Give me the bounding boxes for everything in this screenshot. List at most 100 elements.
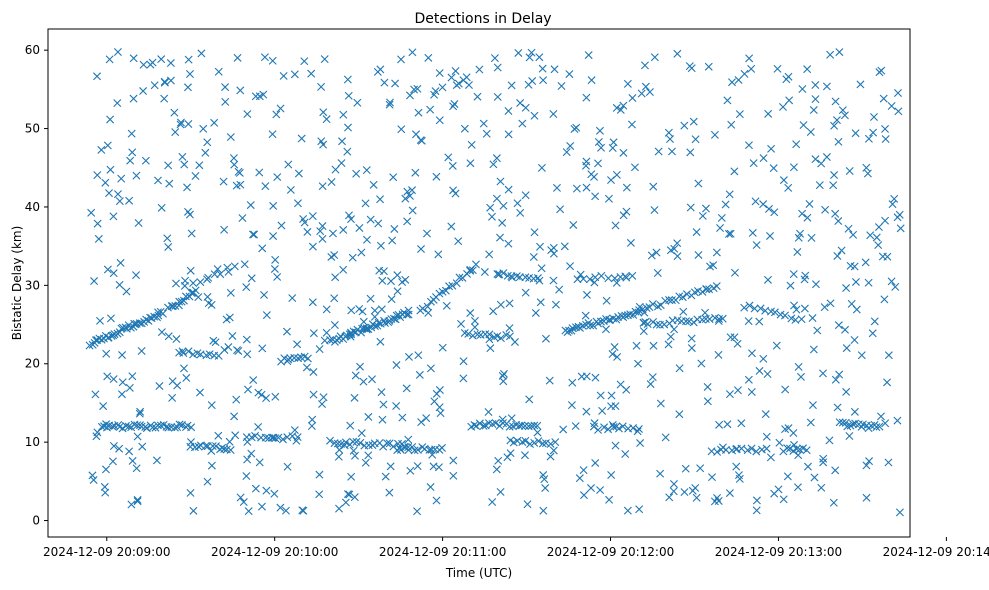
data-point: [224, 343, 233, 352]
data-point: [315, 345, 324, 354]
data-point: [809, 345, 818, 354]
data-point: [535, 53, 544, 62]
data-point: [146, 60, 155, 69]
data-point: [422, 229, 431, 238]
data-point: [531, 308, 540, 317]
data-point: [764, 204, 773, 213]
data-point: [125, 447, 134, 456]
data-point: [856, 80, 865, 89]
data-point: [844, 224, 853, 233]
data-point: [618, 422, 627, 431]
data-point: [703, 397, 712, 406]
data-point: [386, 277, 395, 286]
data-point: [255, 92, 264, 101]
data-point: [830, 171, 839, 180]
data-point: [818, 369, 827, 378]
data-point: [471, 260, 480, 269]
data-point: [244, 507, 253, 516]
data-point: [673, 252, 682, 261]
data-point: [492, 465, 501, 474]
data-point: [133, 432, 142, 441]
data-point: [639, 327, 648, 336]
data-point: [210, 118, 219, 127]
data-point: [484, 408, 493, 416]
data-point: [864, 278, 873, 287]
data-point: [817, 483, 826, 492]
data-point: [348, 253, 357, 262]
data-point: [302, 363, 311, 372]
data-point: [881, 216, 890, 225]
data-point: [801, 271, 810, 280]
data-point: [307, 422, 316, 430]
data-point: [610, 343, 619, 352]
data-point: [242, 335, 251, 344]
data-point: [600, 423, 609, 432]
data-point: [300, 218, 309, 227]
y-tick-label: 0: [32, 514, 40, 528]
x-tick-label: 2024-12-09 20:14:00: [883, 545, 989, 559]
data-point: [434, 250, 443, 259]
x-tick-label: 2024-12-09 20:12:00: [547, 545, 674, 559]
data-point: [559, 425, 568, 434]
data-point: [308, 212, 317, 221]
data-point: [376, 195, 385, 204]
data-point: [344, 211, 353, 220]
data-point: [181, 292, 190, 301]
data-point: [129, 54, 138, 63]
data-point: [669, 479, 678, 488]
data-point: [635, 505, 644, 514]
data-point: [612, 103, 621, 112]
data-point: [705, 315, 714, 324]
data-point: [763, 275, 772, 284]
data-point: [349, 437, 358, 446]
data-point: [770, 489, 779, 498]
data-point: [344, 123, 352, 132]
data-point: [687, 64, 696, 73]
data-point: [258, 244, 267, 253]
data-point: [725, 190, 734, 199]
data-point: [694, 250, 703, 259]
data-point: [607, 471, 616, 480]
data-point: [268, 56, 277, 65]
data-point: [430, 90, 439, 99]
data-point: [881, 419, 890, 428]
data-point: [406, 466, 415, 475]
data-point: [408, 48, 417, 57]
data-point: [293, 199, 302, 208]
data-point: [653, 269, 662, 278]
data-point: [108, 422, 117, 431]
data-point: [236, 86, 245, 95]
data-point: [579, 274, 588, 283]
data-point: [505, 332, 514, 341]
data-point: [410, 85, 419, 94]
data-point: [626, 238, 635, 247]
data-point: [576, 270, 585, 279]
data-point: [344, 91, 353, 100]
data-point: [448, 281, 457, 290]
data-point: [560, 242, 569, 251]
data-point: [398, 413, 407, 422]
data-point: [128, 456, 137, 465]
data-point: [614, 424, 623, 433]
data-point: [598, 406, 607, 415]
data-point: [805, 199, 814, 208]
data-point: [475, 65, 484, 74]
data-point: [171, 128, 180, 137]
data-point: [637, 89, 646, 98]
data-point: [870, 317, 879, 326]
data-point: [621, 450, 630, 458]
data-point: [799, 121, 808, 130]
data-point: [811, 280, 820, 289]
data-point: [669, 487, 678, 496]
data-point: [503, 271, 512, 280]
data-point: [696, 464, 705, 473]
data-point: [612, 278, 621, 287]
data-point: [326, 336, 335, 345]
data-point: [283, 462, 292, 471]
data-point: [445, 282, 454, 291]
data-point: [268, 433, 277, 442]
data-point: [521, 103, 530, 112]
data-point: [682, 317, 691, 326]
data-point: [504, 107, 513, 115]
data-point: [359, 317, 368, 326]
